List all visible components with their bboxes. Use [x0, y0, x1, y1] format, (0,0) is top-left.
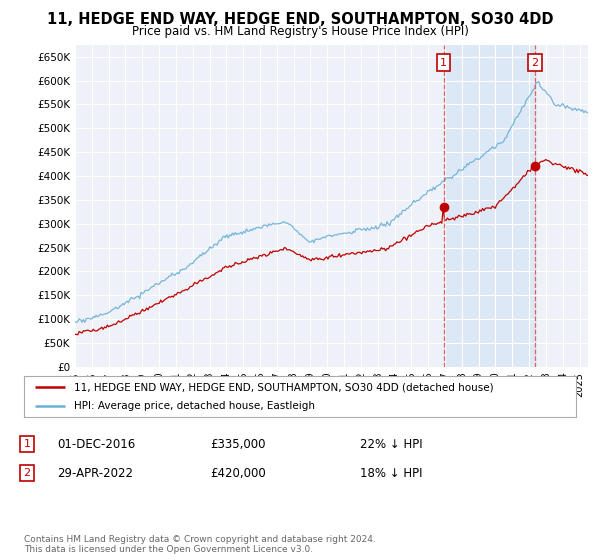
Text: 11, HEDGE END WAY, HEDGE END, SOUTHAMPTON, SO30 4DD (detached house): 11, HEDGE END WAY, HEDGE END, SOUTHAMPTO…	[74, 382, 493, 393]
Text: Contains HM Land Registry data © Crown copyright and database right 2024.
This d: Contains HM Land Registry data © Crown c…	[24, 535, 376, 554]
Text: 11, HEDGE END WAY, HEDGE END, SOUTHAMPTON, SO30 4DD: 11, HEDGE END WAY, HEDGE END, SOUTHAMPTO…	[47, 12, 553, 27]
Text: £420,000: £420,000	[210, 466, 266, 480]
Text: Price paid vs. HM Land Registry's House Price Index (HPI): Price paid vs. HM Land Registry's House …	[131, 25, 469, 38]
Bar	[443, 45, 535, 367]
Text: 18% ↓ HPI: 18% ↓ HPI	[360, 466, 422, 480]
Text: 22% ↓ HPI: 22% ↓ HPI	[360, 437, 422, 451]
Text: HPI: Average price, detached house, Eastleigh: HPI: Average price, detached house, East…	[74, 401, 314, 411]
Text: 01-DEC-2016: 01-DEC-2016	[57, 437, 135, 451]
Text: 2: 2	[531, 58, 538, 68]
Text: 1: 1	[23, 439, 31, 449]
Text: 2: 2	[23, 468, 31, 478]
Text: £335,000: £335,000	[210, 437, 265, 451]
Text: 1: 1	[440, 58, 447, 68]
Text: 29-APR-2022: 29-APR-2022	[57, 466, 133, 480]
